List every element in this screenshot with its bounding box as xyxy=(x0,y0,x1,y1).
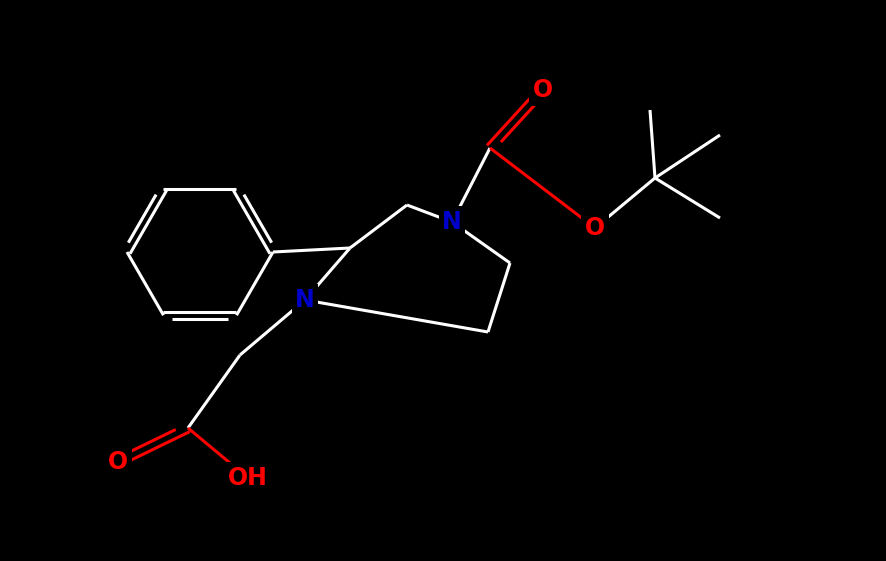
Text: N: N xyxy=(295,288,315,312)
Text: O: O xyxy=(533,78,553,102)
Text: O: O xyxy=(585,216,605,240)
Text: O: O xyxy=(108,450,128,474)
Text: N: N xyxy=(442,210,462,234)
Text: OH: OH xyxy=(228,466,268,490)
